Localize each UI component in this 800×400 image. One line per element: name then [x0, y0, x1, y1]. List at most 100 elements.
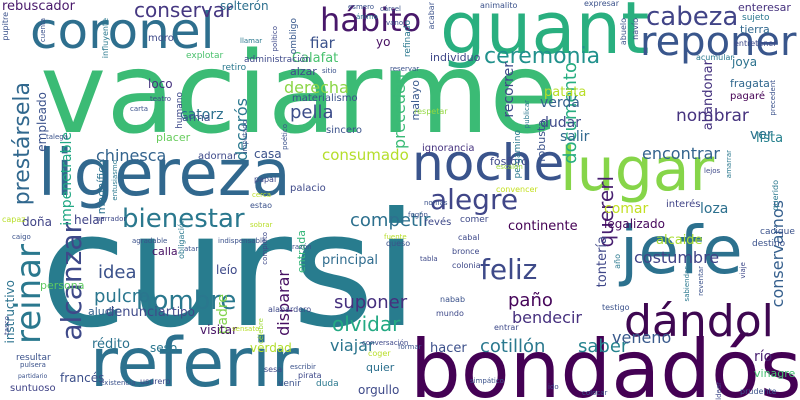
- cloud-word: usurero: [140, 377, 171, 386]
- cloud-word: vinagre: [754, 367, 796, 380]
- cloud-word: indispensable: [218, 237, 267, 245]
- cloud-word: alabardero: [268, 305, 312, 314]
- cloud-word: refinado: [403, 20, 413, 58]
- cloud-word: arma: [182, 111, 211, 124]
- cloud-word: aludir: [88, 305, 120, 318]
- cloud-word: palacio: [290, 183, 326, 194]
- cloud-word: veneno: [612, 328, 672, 347]
- cloud-word: entusiasmo: [111, 160, 119, 201]
- cloud-word: talega: [46, 133, 69, 141]
- cloud-word: sincero: [326, 125, 362, 136]
- cloud-word: acumular: [696, 53, 734, 62]
- cloud-word: pagaré: [730, 91, 765, 102]
- cloud-word: razón: [292, 243, 312, 251]
- cloud-word: pirata: [298, 371, 322, 380]
- cloud-word: lugar: [560, 135, 715, 205]
- cloud-word: solterón: [220, 0, 269, 13]
- cloud-word: verdad: [250, 341, 292, 355]
- cloud-word: sujeto: [742, 13, 770, 23]
- cloud-word: fósforo: [490, 155, 528, 168]
- cloud-word: bondadós: [410, 323, 800, 400]
- cloud-word: paño: [508, 290, 553, 311]
- cloud-word: materialismo: [292, 93, 358, 104]
- cloud-word: imputado: [241, 120, 249, 154]
- cloud-word: conversación: [362, 339, 409, 347]
- cloud-word: animalito: [480, 1, 518, 10]
- cloud-word: reinar: [9, 244, 49, 344]
- cloud-word: alegre: [430, 183, 519, 216]
- cloud-word: reservar: [390, 65, 420, 73]
- cloud-word: visitar: [200, 323, 238, 337]
- cloud-word: sabiendas: [683, 266, 691, 302]
- cloud-word: fiar: [310, 34, 335, 52]
- cloud-word: dándol: [624, 296, 774, 347]
- cloud-word: bronce: [452, 247, 480, 256]
- cloud-word: abuelo: [619, 18, 628, 46]
- cloud-word: referir: [90, 324, 299, 400]
- cloud-word: seso: [150, 341, 178, 355]
- cloud-word: abandonar: [701, 60, 716, 131]
- cloud-word: individuo: [430, 51, 481, 64]
- cloud-word: pella: [290, 102, 334, 123]
- cloud-word: lista: [756, 131, 784, 146]
- cloud-word: capaz: [2, 215, 26, 224]
- cloud-word: caigo: [12, 233, 31, 241]
- cloud-word: continente: [508, 219, 578, 234]
- cloud-word: atar: [184, 245, 199, 253]
- cloud-word: agradable: [132, 237, 168, 245]
- cloud-word: derecha: [284, 78, 349, 97]
- cloud-word: lejos: [704, 167, 721, 175]
- cloud-word: chinesca: [96, 146, 167, 165]
- cloud-word: entretener: [734, 39, 777, 48]
- cloud-word: tierra: [740, 23, 770, 36]
- cloud-word: testigo: [602, 303, 630, 312]
- cloud-word: teatro: [150, 95, 172, 103]
- cloud-word: documento: [560, 62, 581, 164]
- cloud-word: entrada: [295, 230, 308, 274]
- cloud-word: ignorancia: [422, 143, 475, 154]
- cloud-word: noche: [412, 134, 565, 192]
- cloud-word: ido: [548, 383, 559, 391]
- cloud-word: quier: [366, 361, 395, 374]
- cloud-word: esmero: [348, 3, 375, 11]
- cloud-word: revés: [424, 217, 452, 228]
- cloud-word: carta: [130, 105, 149, 113]
- cloud-word: loco: [148, 77, 173, 91]
- cloud-word: bendecir: [512, 308, 582, 327]
- cloud-word: hábito: [320, 1, 422, 39]
- cloud-word: catorz: [180, 107, 224, 123]
- cloud-word: calla: [152, 245, 178, 258]
- cloud-word: administración: [244, 55, 311, 65]
- cloud-word: político: [271, 26, 279, 52]
- cloud-word: reventar: [697, 266, 705, 296]
- cloud-word: cabal: [458, 233, 480, 242]
- cloud-word: duda: [316, 379, 339, 389]
- cloud-word: pupitre: [1, 12, 10, 41]
- cloud-word: olvidar: [332, 312, 401, 336]
- cloud-word: tasco: [3, 316, 11, 335]
- cloud-word: hombre: [136, 286, 237, 316]
- cloud-word: ombligo: [289, 18, 299, 55]
- cloud-word: rédito: [92, 337, 130, 352]
- cloud-word: costumbre: [634, 248, 720, 267]
- cloud-word: respetar: [414, 107, 448, 116]
- cloud-word: saber: [578, 336, 629, 357]
- cloud-word: yo: [376, 35, 391, 49]
- cloud-word: suponer: [334, 292, 408, 313]
- cloud-word: amarrar: [725, 150, 733, 179]
- cloud-word: papal: [254, 175, 277, 184]
- cloud-word: vano: [386, 19, 404, 27]
- cloud-word: comer: [460, 215, 489, 225]
- cloud-word: francés: [60, 371, 105, 385]
- cloud-word: cabildear: [715, 382, 723, 400]
- cloud-word: partidario: [18, 373, 48, 380]
- cloud-word: coger: [368, 349, 391, 358]
- cloud-word: feliz: [480, 253, 538, 286]
- cloud-word: idea: [98, 262, 137, 283]
- cloud-word: leío: [216, 263, 238, 277]
- cloud-word: adornar: [198, 151, 238, 162]
- cloud-word: hacer: [430, 341, 467, 356]
- cloud-word: prudente: [740, 387, 777, 396]
- cloud-word: preceden: [390, 74, 409, 150]
- cloud-word: encontrar: [642, 144, 720, 163]
